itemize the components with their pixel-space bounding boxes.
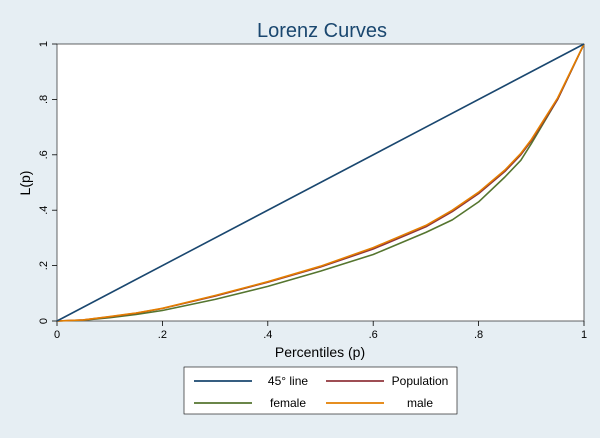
series-line-45-line xyxy=(56,43,585,322)
y-tick-label: .6 xyxy=(38,150,50,159)
x-tick-label: .6 xyxy=(369,329,378,341)
y-tick-label: 1 xyxy=(38,41,50,47)
y-axis-label: L(p) xyxy=(17,171,33,196)
legend-label: female xyxy=(270,396,306,410)
legend-box xyxy=(183,366,458,415)
x-axis-label: Percentiles (p) xyxy=(275,344,365,360)
series-line-female xyxy=(56,43,585,322)
x-tick-label: .2 xyxy=(158,329,167,341)
x-tick-label: .8 xyxy=(474,329,483,341)
axes: 0 .2 .4 .6 .8 1 0 .2 .4 .6 .8 1 xyxy=(38,41,587,341)
y-tick-label: .2 xyxy=(38,261,50,270)
legend: 45° line Population female male xyxy=(183,366,458,415)
legend-label: male xyxy=(407,396,433,410)
legend-label: Population xyxy=(392,374,449,388)
x-tick-label: 0 xyxy=(54,329,60,341)
legend-label: 45° line xyxy=(268,374,308,388)
y-tick-label: .8 xyxy=(38,95,50,104)
series-line-male xyxy=(56,43,585,322)
chart-title: Lorenz Curves xyxy=(257,20,387,42)
x-tick-label: 1 xyxy=(581,329,587,341)
y-tick-label: .4 xyxy=(38,206,50,215)
series-lines xyxy=(56,43,585,322)
x-tick-label: .4 xyxy=(263,329,272,341)
y-tick-label: 0 xyxy=(38,318,50,324)
